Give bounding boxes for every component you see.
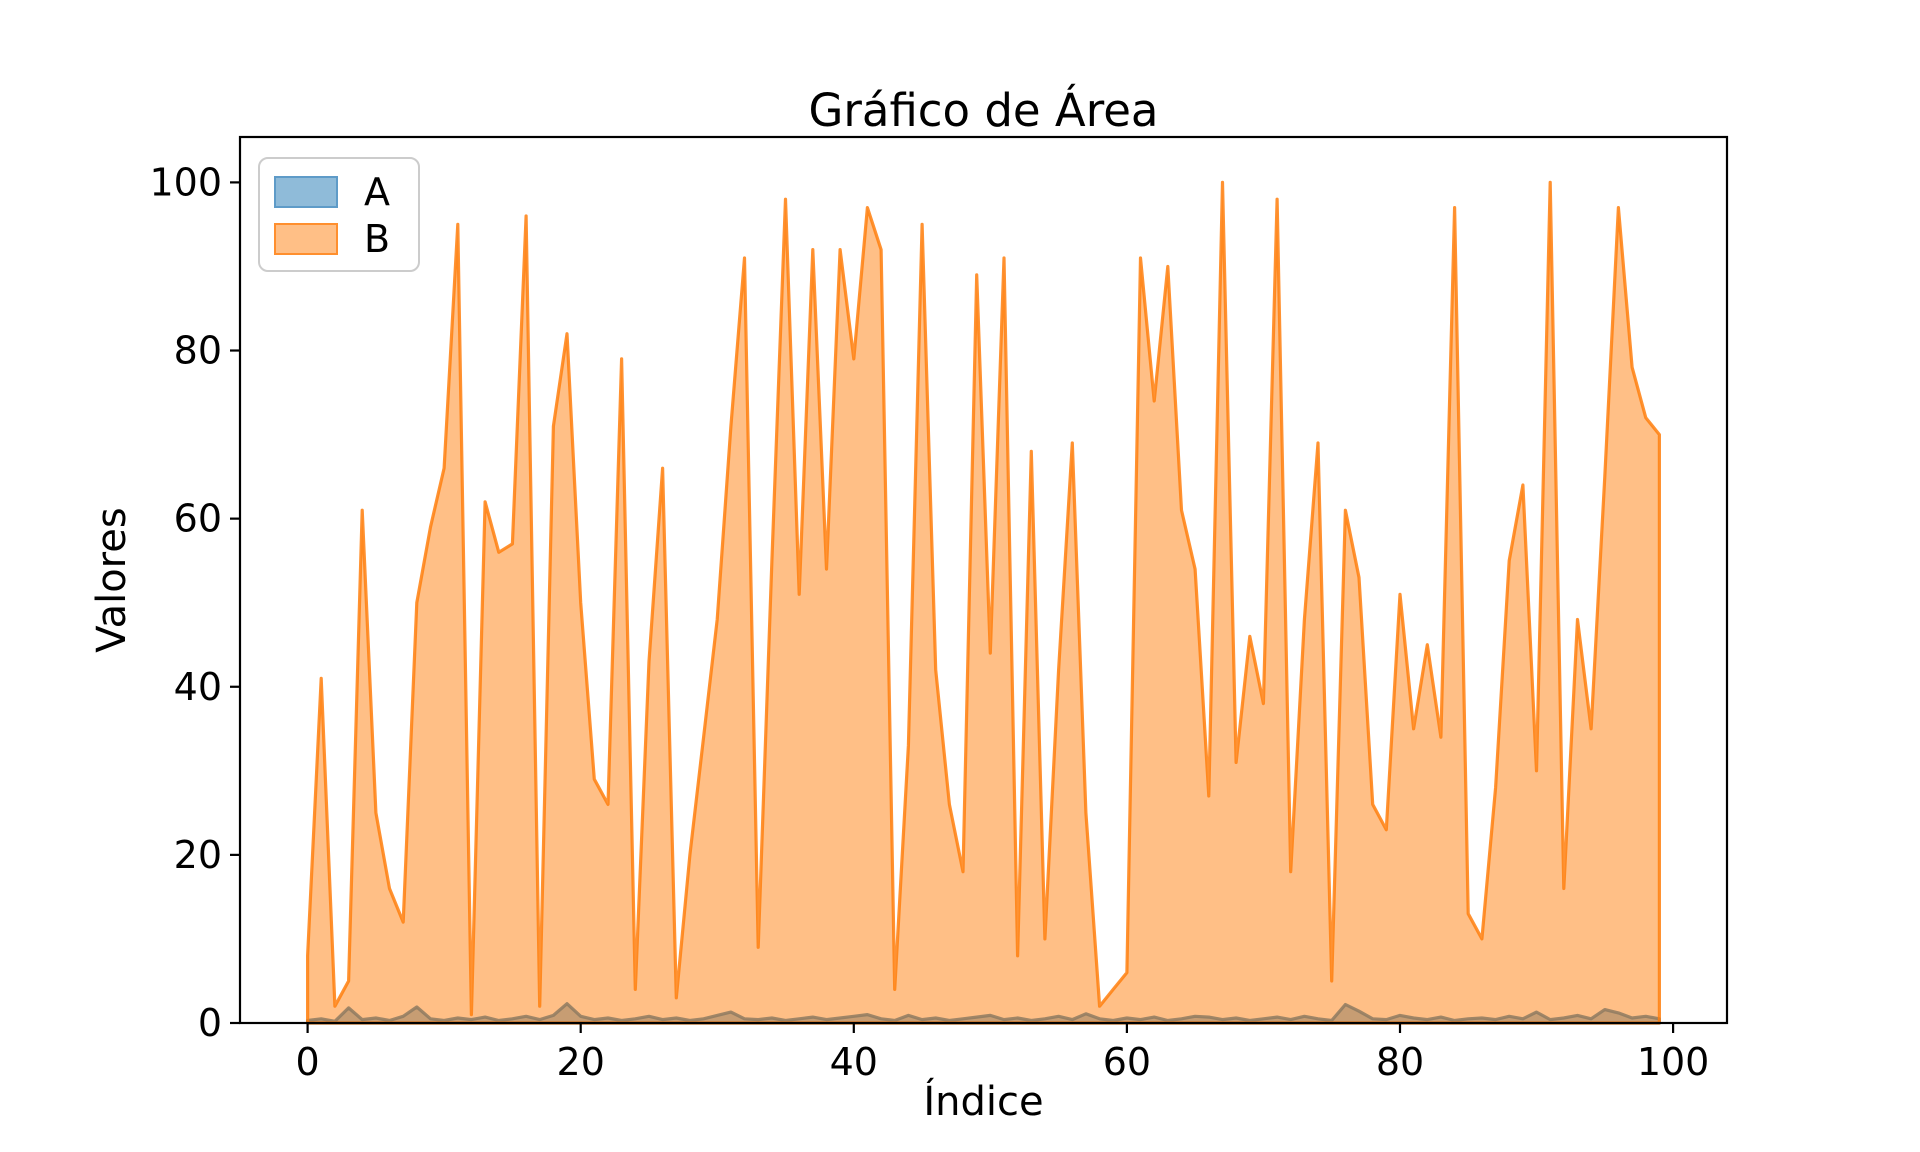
x-tick-label: 80 xyxy=(1376,1040,1424,1084)
y-tick-label: 60 xyxy=(174,497,222,541)
x-tick-label: 20 xyxy=(557,1040,605,1084)
y-tick-label: 20 xyxy=(174,833,222,877)
x-tick-label: 0 xyxy=(296,1040,320,1084)
legend-swatch-b xyxy=(274,223,338,255)
x-tick-label: 40 xyxy=(830,1040,878,1084)
y-tick-label: 80 xyxy=(174,329,222,373)
legend-label-b: B xyxy=(364,217,391,261)
x-axis-label: Índice xyxy=(923,1079,1044,1125)
y-tick-label: 100 xyxy=(149,160,222,204)
legend-swatch-a xyxy=(274,176,338,208)
area-series-b xyxy=(306,180,1662,1025)
y-tick-label: 0 xyxy=(198,1001,222,1045)
legend-entry-b: B xyxy=(274,220,418,258)
legend-box: A B xyxy=(258,157,420,272)
chart-title: Gráfico de Área xyxy=(808,84,1159,137)
legend-label-a: A xyxy=(364,170,390,214)
x-tick-label: 60 xyxy=(1103,1040,1151,1084)
y-axis-label: Valores xyxy=(89,507,135,653)
axes-spines xyxy=(238,135,1729,1025)
x-tick-label: 100 xyxy=(1637,1040,1710,1084)
legend-entry-a: A xyxy=(274,173,418,211)
y-tick-label: 40 xyxy=(174,665,222,709)
